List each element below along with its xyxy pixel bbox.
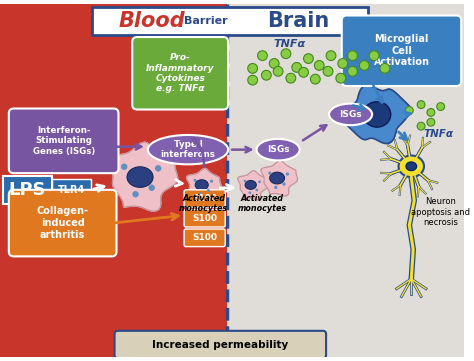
Circle shape (274, 186, 277, 189)
Ellipse shape (329, 104, 372, 125)
Circle shape (427, 118, 435, 126)
Circle shape (155, 165, 161, 171)
Polygon shape (187, 169, 221, 202)
FancyBboxPatch shape (52, 179, 91, 201)
Circle shape (338, 58, 347, 68)
Text: ISGs: ISGs (267, 145, 290, 154)
Text: Blood: Blood (118, 11, 185, 31)
Text: Increased permeability: Increased permeability (152, 340, 289, 349)
Circle shape (257, 51, 267, 61)
Ellipse shape (406, 162, 417, 171)
Circle shape (336, 73, 346, 83)
Ellipse shape (148, 135, 228, 164)
Circle shape (437, 103, 445, 110)
Circle shape (207, 189, 210, 192)
Polygon shape (107, 142, 178, 211)
Text: S100: S100 (192, 214, 217, 223)
Text: TNFα: TNFα (274, 39, 306, 49)
Circle shape (268, 171, 272, 175)
Ellipse shape (195, 180, 208, 190)
Circle shape (286, 172, 289, 176)
Circle shape (359, 61, 369, 70)
Circle shape (244, 180, 246, 182)
Circle shape (314, 61, 324, 70)
Circle shape (347, 66, 357, 76)
Circle shape (427, 109, 435, 116)
Bar (0, 4, 227, 357)
Bar (227, 4, 464, 357)
FancyBboxPatch shape (184, 190, 225, 208)
Circle shape (193, 179, 197, 182)
Text: Activated
monocytes: Activated monocytes (238, 194, 287, 213)
Ellipse shape (270, 172, 284, 184)
Text: Brain: Brain (267, 11, 330, 31)
Text: TLR4: TLR4 (58, 185, 85, 195)
Text: Activated
monocytes: Activated monocytes (179, 194, 228, 213)
Circle shape (132, 191, 139, 197)
Polygon shape (261, 161, 298, 196)
Circle shape (258, 180, 261, 183)
Text: ISGs: ISGs (339, 110, 362, 119)
Circle shape (273, 66, 283, 76)
Circle shape (303, 54, 313, 64)
Circle shape (262, 70, 271, 80)
Text: S100: S100 (192, 233, 217, 242)
Text: Interferon-
Stimulating
Genes (ISGs): Interferon- Stimulating Genes (ISGs) (33, 126, 95, 156)
Circle shape (199, 192, 202, 195)
Circle shape (380, 64, 390, 73)
Circle shape (326, 51, 336, 61)
FancyBboxPatch shape (132, 37, 228, 109)
Polygon shape (237, 171, 268, 200)
FancyBboxPatch shape (342, 16, 461, 86)
FancyBboxPatch shape (184, 229, 225, 247)
Circle shape (286, 73, 296, 83)
FancyBboxPatch shape (3, 176, 52, 204)
Text: Barrier: Barrier (184, 16, 228, 26)
Circle shape (310, 74, 320, 84)
Circle shape (248, 75, 257, 85)
Circle shape (148, 184, 155, 191)
Text: Pro-
Inflammatory
Cytokines
e.g. TNFα: Pro- Inflammatory Cytokines e.g. TNFα (146, 53, 214, 93)
Polygon shape (343, 85, 411, 144)
Text: LPS: LPS (9, 181, 46, 199)
Text: Microglial
Cell
Activation: Microglial Cell Activation (374, 34, 429, 68)
Circle shape (283, 182, 286, 186)
Circle shape (121, 164, 128, 170)
Circle shape (255, 189, 258, 191)
FancyBboxPatch shape (9, 190, 117, 256)
FancyBboxPatch shape (92, 7, 368, 35)
Circle shape (417, 101, 425, 109)
Ellipse shape (363, 102, 391, 127)
Circle shape (281, 49, 291, 58)
Circle shape (299, 68, 309, 77)
Circle shape (248, 191, 251, 194)
Circle shape (292, 62, 301, 72)
Text: S100: S100 (192, 194, 217, 203)
Circle shape (269, 58, 279, 68)
Circle shape (369, 51, 379, 61)
Ellipse shape (399, 156, 424, 177)
Circle shape (323, 66, 333, 76)
Ellipse shape (127, 167, 153, 187)
Ellipse shape (256, 139, 300, 160)
Text: TNFα: TNFα (424, 129, 454, 139)
Circle shape (210, 180, 213, 183)
Circle shape (347, 51, 357, 61)
Circle shape (417, 122, 425, 130)
Circle shape (248, 64, 257, 73)
Text: Collagen-
induced
arthritis: Collagen- induced arthritis (36, 206, 89, 240)
Ellipse shape (245, 180, 256, 189)
Circle shape (405, 106, 413, 114)
FancyBboxPatch shape (9, 109, 118, 173)
Text: Type I
interferons: Type I interferons (161, 140, 216, 159)
FancyBboxPatch shape (115, 331, 326, 358)
Text: Neuron
apoptosis and
necrosis: Neuron apoptosis and necrosis (411, 197, 470, 227)
FancyBboxPatch shape (184, 209, 225, 227)
